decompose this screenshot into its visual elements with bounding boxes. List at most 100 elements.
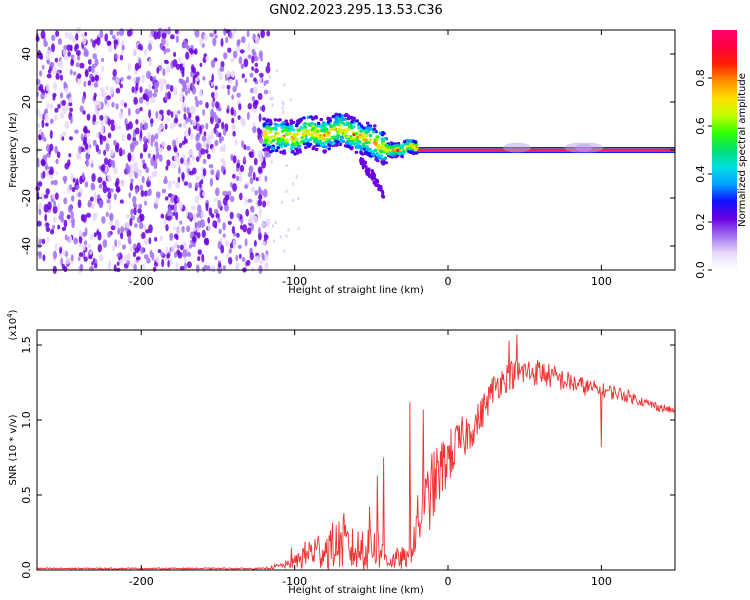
spectrogram-cell: [110, 30, 114, 35]
spectrogram-cell: [212, 37, 217, 47]
spectrogram-cell: [210, 213, 215, 219]
spectrogram-cell: [167, 215, 172, 221]
spectrogram-cell: [350, 120, 354, 124]
spectrogram-cell: [268, 90, 271, 94]
spectrogram-cell: [321, 123, 326, 127]
spectrogram-cell: [314, 116, 318, 120]
spectrogram-cell: [295, 151, 300, 155]
spectrogram-cell: [179, 220, 183, 225]
spectrogram-cell: [108, 45, 113, 53]
spectrogram-cell: [285, 139, 289, 143]
spectrogram-cell: [83, 127, 88, 133]
spectrogram-cell: [374, 157, 378, 161]
spectrogram-cell: [251, 66, 255, 71]
spectrogram-cell: [68, 32, 74, 40]
spectrogram-cell: [52, 179, 58, 186]
spectrogram-cell: [307, 132, 312, 136]
spectrogram-cell: [207, 217, 211, 224]
spectrogram-cell: [55, 73, 60, 80]
spectrogram-cell: [307, 144, 312, 148]
spectrogram-cell: [158, 78, 163, 85]
spectrogram-cell: [154, 196, 159, 205]
spectrogram-cell: [264, 132, 269, 136]
spectrogram-cell: [392, 151, 397, 155]
spectrogram-cell: [365, 121, 370, 125]
spectrogram-cell: [246, 259, 251, 266]
spectrogram-cell: [161, 32, 167, 39]
spectrogram-cell: [342, 134, 347, 138]
spectrogram-cell: [247, 103, 252, 110]
spectrogram-cell: [165, 196, 169, 201]
spectrogram-cell: [294, 124, 299, 128]
spectrogram-cell: [98, 199, 104, 209]
spectrogram-cell: [124, 102, 127, 108]
spectrogram-cell: [175, 35, 179, 43]
spectrogram-cell: [75, 33, 79, 41]
colorbar-tick-label: 0.0: [694, 261, 707, 279]
spectrogram-cell: [49, 129, 53, 139]
spectrogram-cell: [209, 177, 214, 187]
spectrogram-cell: [233, 27, 237, 34]
spectrogram-cell: [246, 111, 250, 120]
spectrogram-cell: [125, 214, 130, 219]
spectrogram-cell: [229, 211, 234, 220]
spectrogram-cell: [357, 122, 362, 126]
spectrogram-cell: [143, 254, 149, 260]
spectrogram-cell: [279, 150, 283, 154]
spectrogram-cell: [205, 122, 209, 130]
spectrogram-cell: [143, 225, 147, 231]
spectrogram-cell: [91, 76, 96, 83]
spectrogram-cell: [291, 120, 296, 124]
spectrogram-cell: [263, 89, 269, 95]
spectrogram-cell: [88, 65, 92, 73]
spectrogram-cell: [251, 48, 256, 56]
spectrogram-cell: [139, 96, 144, 104]
spectrogram-cell: [258, 226, 261, 234]
spectrogram-cell: [195, 134, 200, 142]
spectrogram-cell: [188, 212, 193, 219]
spectrogram-cell: [262, 200, 267, 208]
spectrogram-cell: [102, 239, 108, 248]
snr-y-tick-label: 0.0: [20, 561, 33, 579]
spectrogram-cell: [173, 251, 178, 258]
spectrogram-cell: [283, 249, 286, 253]
spectrogram-cell: [54, 107, 59, 113]
spectrogram-cell: [369, 154, 373, 158]
spectrogram-cell: [131, 86, 135, 93]
spectrogram-cell: [503, 142, 532, 153]
spectrogram-cell: [91, 173, 96, 183]
spectrogram-cell: [194, 182, 200, 189]
spectrogram-cell: [186, 106, 190, 115]
spectrogram-cell: [239, 192, 243, 201]
spectrogram-cell: [133, 48, 138, 56]
spectrogram-cell: [165, 48, 171, 53]
spectrogram-cell: [200, 178, 204, 185]
spectrogram-cell: [135, 82, 139, 92]
spectrogram-cell: [52, 216, 57, 224]
spectrogram-cell: [273, 239, 275, 243]
spectrogram-cell: [107, 132, 112, 139]
spectrogram-cell: [321, 136, 326, 140]
spectrogram-cell: [171, 194, 176, 199]
spectrogram-cell: [265, 124, 269, 129]
spectrogram-cell: [209, 32, 215, 38]
spectrogram-cell: [120, 231, 124, 240]
spectrogram-cell: [247, 198, 253, 203]
spectrogram-cell: [172, 139, 177, 147]
spectrogram-cell: [264, 253, 269, 262]
spectrogram-cell: [63, 87, 69, 94]
spectrogram-cell: [185, 51, 190, 60]
spectrogram-cell: [91, 261, 94, 266]
spectrogram-cell: [257, 93, 263, 100]
spectrogram-cell: [211, 100, 215, 108]
spectrogram-cell: [94, 263, 98, 269]
spectrogram-cell: [361, 143, 366, 147]
spectrogram-cell: [139, 129, 143, 139]
spectrogram-cell: [106, 139, 110, 145]
spectrogram-cell: [44, 93, 48, 99]
spectrogram-cell: [205, 265, 211, 271]
spectrogram-cell: [291, 149, 295, 153]
spectrogram-cell: [167, 26, 171, 35]
spectrogram-cell: [40, 30, 46, 39]
spectrogram-cell: [146, 189, 152, 197]
